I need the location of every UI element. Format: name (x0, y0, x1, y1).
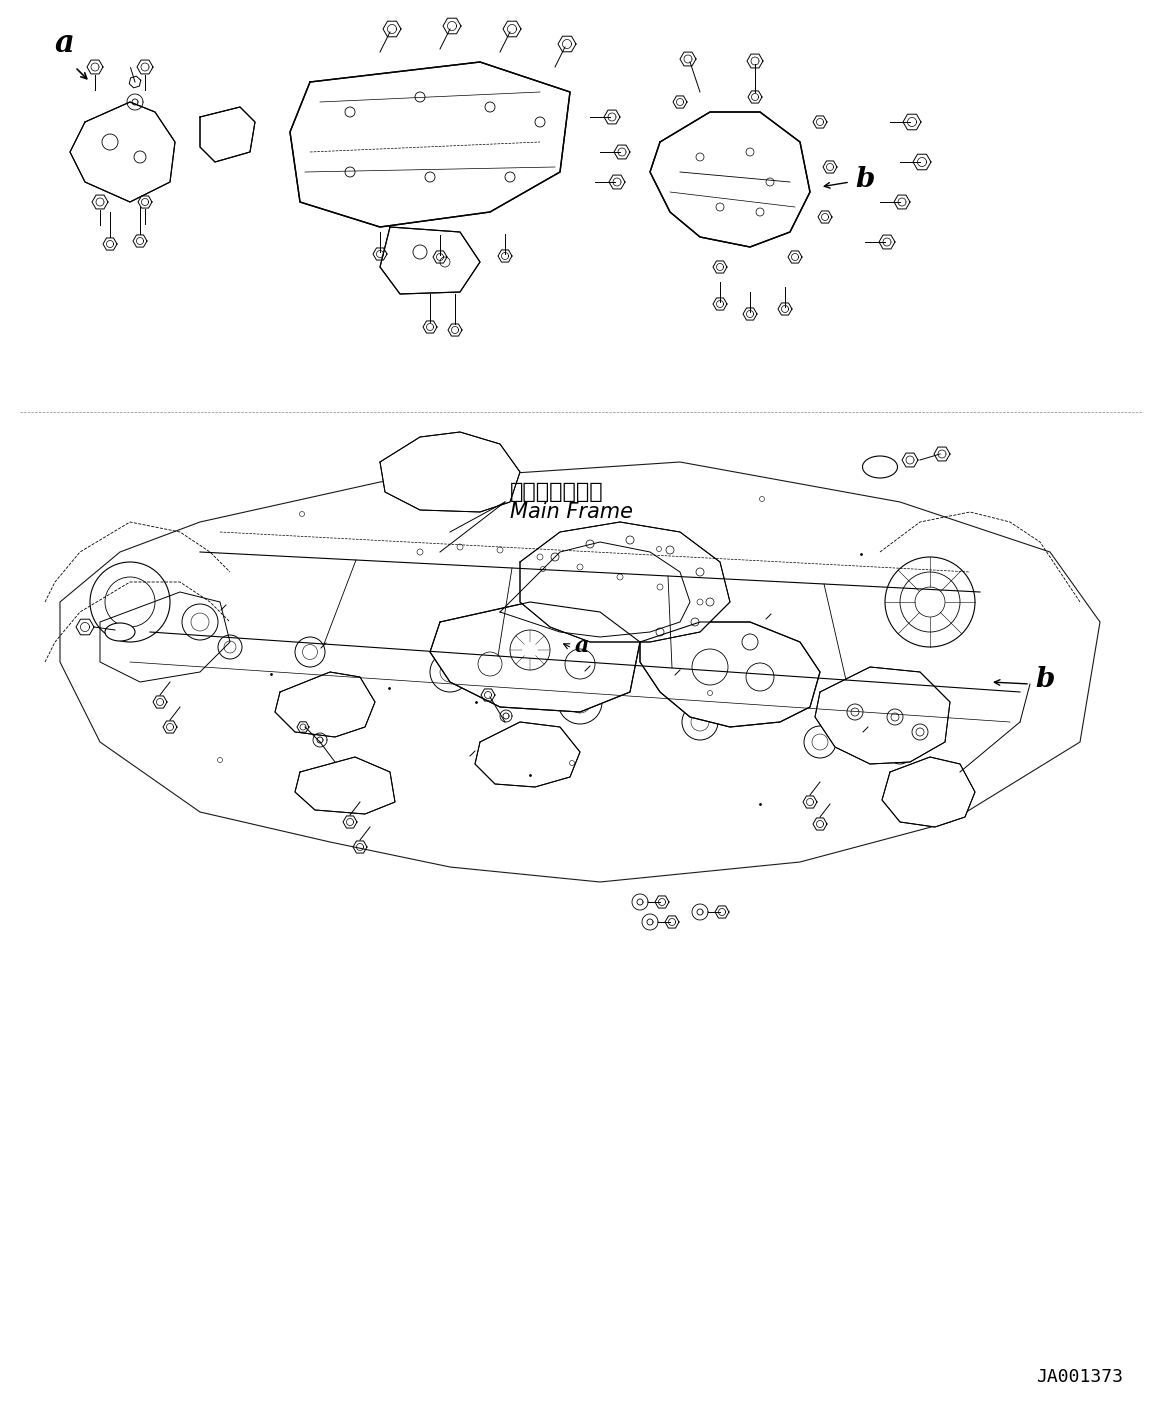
Polygon shape (650, 112, 809, 247)
Text: b: b (1035, 665, 1055, 693)
Polygon shape (430, 602, 640, 712)
Polygon shape (100, 592, 230, 683)
Polygon shape (290, 63, 570, 228)
Polygon shape (520, 522, 730, 641)
Polygon shape (295, 757, 395, 813)
Text: b: b (855, 166, 875, 193)
Polygon shape (60, 462, 1100, 882)
Polygon shape (640, 621, 820, 727)
Polygon shape (815, 667, 950, 764)
Polygon shape (380, 228, 480, 294)
Text: a: a (55, 28, 74, 58)
Text: a: a (575, 636, 590, 657)
Ellipse shape (105, 623, 135, 641)
Polygon shape (380, 432, 520, 512)
Polygon shape (70, 102, 174, 202)
Ellipse shape (863, 456, 898, 478)
Polygon shape (274, 673, 374, 737)
Polygon shape (882, 757, 975, 828)
Text: Main Frame: Main Frame (511, 502, 633, 522)
Text: JA001373: JA001373 (1036, 1368, 1123, 1386)
Polygon shape (200, 107, 255, 162)
Polygon shape (475, 722, 580, 786)
Text: メインフレーム: メインフレーム (511, 482, 604, 502)
